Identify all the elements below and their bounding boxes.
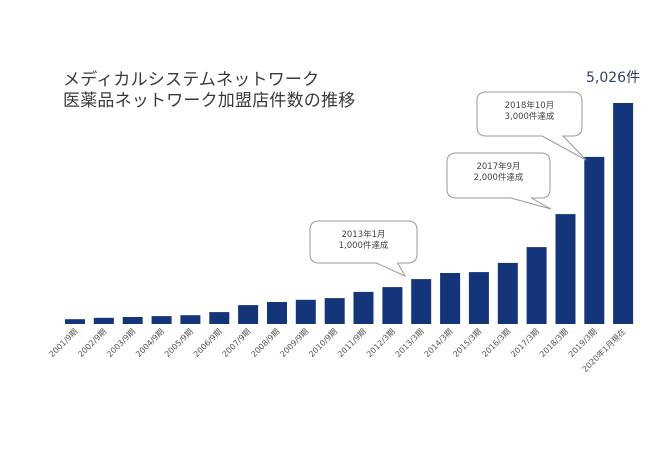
callout-milestone: 1,000件達成 xyxy=(339,240,389,251)
bar xyxy=(440,273,461,324)
callout-bubble xyxy=(309,220,418,278)
x-axis-label: 2017/3期 xyxy=(509,327,541,359)
bar xyxy=(238,305,259,324)
bar xyxy=(497,262,518,324)
bar xyxy=(468,272,489,324)
x-axis-label: 2018/3期 xyxy=(538,327,570,359)
callouts-group: 2013年1月1,000件達成2017年9月2,000件達成2018年10月3,… xyxy=(309,91,587,278)
x-axis-label: 2015/3期 xyxy=(451,327,483,359)
x-axis-label: 2012/3期 xyxy=(365,327,397,359)
x-axis-label: 2003/9期 xyxy=(105,327,137,359)
callout-milestone: 2,000件達成 xyxy=(474,172,524,183)
callout-bubble xyxy=(476,91,587,161)
x-axis-labels: 2001/9期2002/9期2003/9期2004/9期2005/9期2006/… xyxy=(47,326,627,374)
bar xyxy=(613,103,634,324)
bar xyxy=(584,156,605,324)
x-axis-label: 2002/9期 xyxy=(76,327,108,359)
bar xyxy=(353,291,374,324)
callout-date: 2017年9月 xyxy=(476,161,520,172)
x-axis-label: 2011/9期 xyxy=(336,327,368,359)
callout-milestone: 3,000件達成 xyxy=(505,111,555,122)
bar xyxy=(526,247,547,324)
bar xyxy=(382,287,403,324)
bar xyxy=(324,298,345,324)
bar xyxy=(65,319,85,324)
chart-title-line2: 医薬品ネットワーク加盟店件数の推移 xyxy=(63,91,356,111)
chart-title: メディカルシステムネットワーク 医薬品ネットワーク加盟店件数の推移 xyxy=(63,70,355,112)
bar xyxy=(180,315,201,324)
x-axis-label: 2013/3期 xyxy=(394,327,426,359)
callout-date: 2013年1月 xyxy=(341,229,385,240)
latest-total-label: 5,026件 xyxy=(586,70,641,86)
bar xyxy=(295,299,316,324)
x-axis-label: 2007/9期 xyxy=(221,327,253,359)
bar xyxy=(93,317,114,324)
bar xyxy=(122,317,143,324)
x-axis-label: 2009/9期 xyxy=(278,327,310,359)
x-axis-label: 2016/3期 xyxy=(480,327,512,359)
bar xyxy=(555,214,576,324)
chart-title-line1: メディカルシステムネットワーク xyxy=(63,70,320,90)
bar xyxy=(411,279,432,324)
x-axis-label: 2010/9期 xyxy=(307,327,339,359)
bars-group xyxy=(65,103,634,324)
bar xyxy=(151,316,172,324)
x-axis-label: 2005/9期 xyxy=(163,327,195,359)
bar xyxy=(209,312,230,324)
x-axis-label: 2001/9期 xyxy=(47,327,79,359)
callout-date: 2018年10月 xyxy=(505,100,554,111)
x-axis-label: 2004/9期 xyxy=(134,327,166,359)
x-axis-label: 2014/3期 xyxy=(423,327,455,359)
bar xyxy=(267,302,287,324)
x-axis-label: 2008/9期 xyxy=(249,327,281,359)
x-axis-label: 2006/9期 xyxy=(192,327,224,359)
callout-bubble xyxy=(446,152,552,210)
